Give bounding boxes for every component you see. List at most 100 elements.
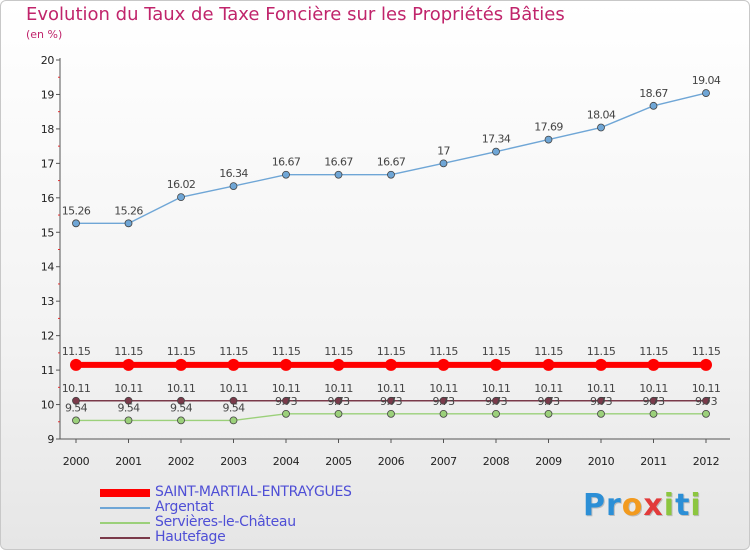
data-point [124,396,133,405]
legend-label-argentat: Argentat [155,499,214,515]
data-label: 11.15 [482,345,511,358]
legend-label-servieres: Servières-le-Château [155,514,296,530]
x-tick-label: 2007 [430,455,457,468]
logo-letter: o [621,488,644,523]
data-point [387,409,395,418]
logo-letter: x [643,488,664,523]
y-tick-label: 13 [41,295,55,308]
data-point [282,170,290,179]
data-label: 9.73 [695,395,718,408]
data-point [282,396,290,405]
data-point [332,358,345,371]
x-tick-label: 2001 [115,455,141,468]
data-point [334,409,343,418]
data-point [122,358,135,371]
data-label: 11.15 [62,345,91,358]
data-label: 11.15 [324,345,353,358]
data-point [702,396,710,405]
chart-title: Evolution du Taux de Taxe Foncière sur l… [26,4,565,25]
data-point [649,101,658,110]
data-label: 11.15 [114,345,143,358]
x-tick-label: 2009 [535,455,562,468]
data-point [72,396,80,405]
axes: 9 10 11 12 13 14 15 16 17 18 19 20 2000 2001 2002 2003 2… [41,54,730,468]
data-point [544,409,553,418]
y-tick-label: 16 [41,192,55,205]
x-tick-label: 2002 [168,455,194,468]
data-point [439,159,448,168]
logo-letter: t [675,488,691,523]
logo-letter: r [606,488,622,523]
data-label: 9.54 [117,401,140,414]
y-tick-label: 9 [47,433,54,446]
data-point [227,358,240,371]
y-tick-label: 14 [41,261,55,274]
data-point [175,358,187,371]
data-label: 10.11 [114,382,143,395]
proxiti-logo: Proxiti [583,488,702,523]
data-label: 10.11 [324,382,353,395]
data-label: 9.73 [485,395,508,408]
data-label: 10.11 [377,382,406,395]
y-tick-label: 12 [41,330,54,343]
data-point [702,89,710,97]
logo-letter: P [583,488,606,523]
data-point [280,358,292,371]
series-layer [70,89,712,425]
data-label: 10.11 [167,382,196,395]
data-label: 11.15 [534,345,563,358]
data-labels-layer: 15.26 15.26 16.02 16.34 16.67 16.67 16.67 17 17.… [62,74,722,414]
data-label: 17.69 [534,121,563,134]
data-point [492,396,500,405]
data-label: 18.67 [639,87,668,100]
data-label: 9.54 [65,401,88,414]
data-label: 15.26 [114,204,143,217]
data-label: 16.67 [272,156,301,169]
legend-label-saint-martial: SAINT-MARTIAL-ENTRAYGUES [155,484,352,500]
data-label: 9.73 [590,395,613,408]
data-label: 18.04 [587,109,616,122]
data-point [334,396,343,405]
legend-label-hautefage: Hautefage [155,529,226,545]
x-tick-label: 2011 [640,455,666,468]
x-tick-label: 2004 [273,455,300,468]
data-label: 10.11 [482,382,511,395]
data-label: 9.73 [537,395,560,408]
x-tick-label: 2003 [220,455,247,468]
y-tick-label: 17 [41,157,55,170]
data-point [72,219,80,228]
data-label: 16.34 [219,167,248,180]
data-point [439,396,448,405]
data-point [229,182,238,191]
data-label: 9.73 [275,395,298,408]
data-point [177,416,185,425]
y-tick-label: 15 [41,226,55,239]
x-tick-label: 2008 [483,455,510,468]
data-label: 10.11 [692,382,721,395]
data-point [437,358,450,371]
data-label: 15.26 [62,204,91,217]
data-label: 9.73 [642,395,665,408]
y-tick-label: 20 [41,54,55,67]
data-point [177,193,185,202]
data-label: 11.15 [219,345,248,358]
data-point [544,396,553,405]
data-label: 11.15 [587,345,616,358]
data-point [544,135,553,144]
data-point [542,358,555,371]
data-label: 10.11 [219,382,248,395]
data-point [702,409,710,418]
data-label: 10.11 [587,382,616,395]
data-label: 11.15 [639,345,668,358]
data-point [595,358,607,371]
data-point [282,409,290,418]
y-tick-label: 11 [41,364,54,377]
x-tick-label: 2006 [378,455,405,468]
data-point [70,358,82,371]
y-tick-label: 18 [41,123,55,136]
data-label: 11.15 [692,345,721,358]
data-point [492,147,500,156]
data-point [387,170,395,179]
